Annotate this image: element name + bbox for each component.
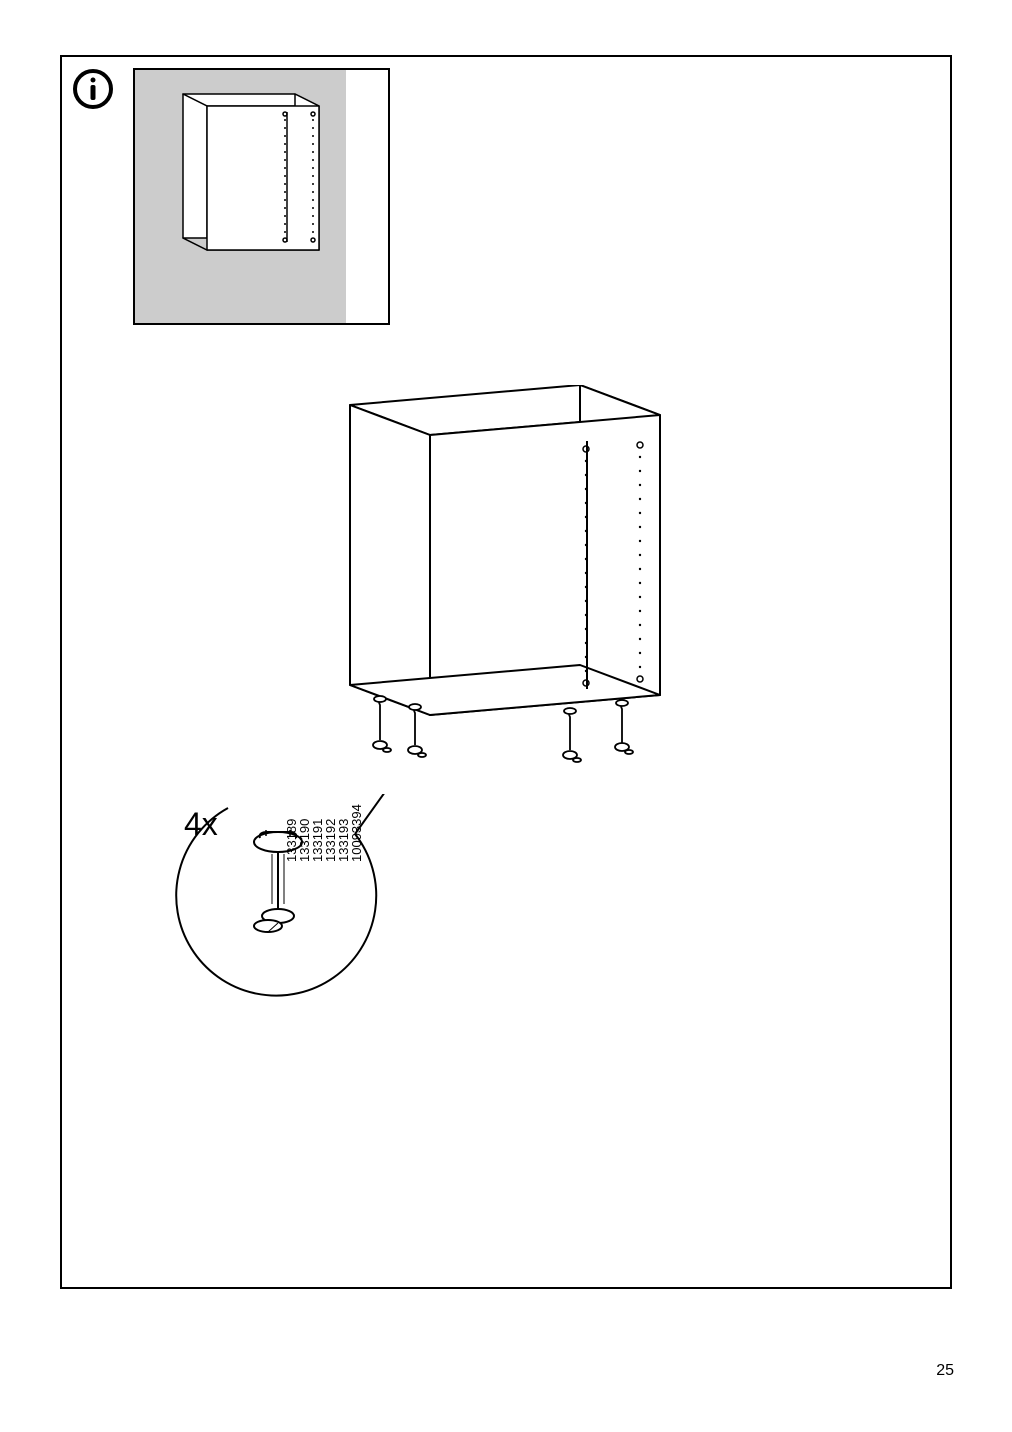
reference-illustration: [133, 68, 390, 325]
info-icon: [72, 68, 114, 115]
main-cabinet-diagram: [340, 385, 700, 810]
part-numbers: 13318913319013319113319213319310093394: [285, 804, 363, 862]
instruction-page: 4x 1331891331901331911331921331931009339…: [0, 0, 1012, 1432]
page-number: 25: [936, 1362, 954, 1380]
quantity-label: 4x: [184, 806, 218, 843]
